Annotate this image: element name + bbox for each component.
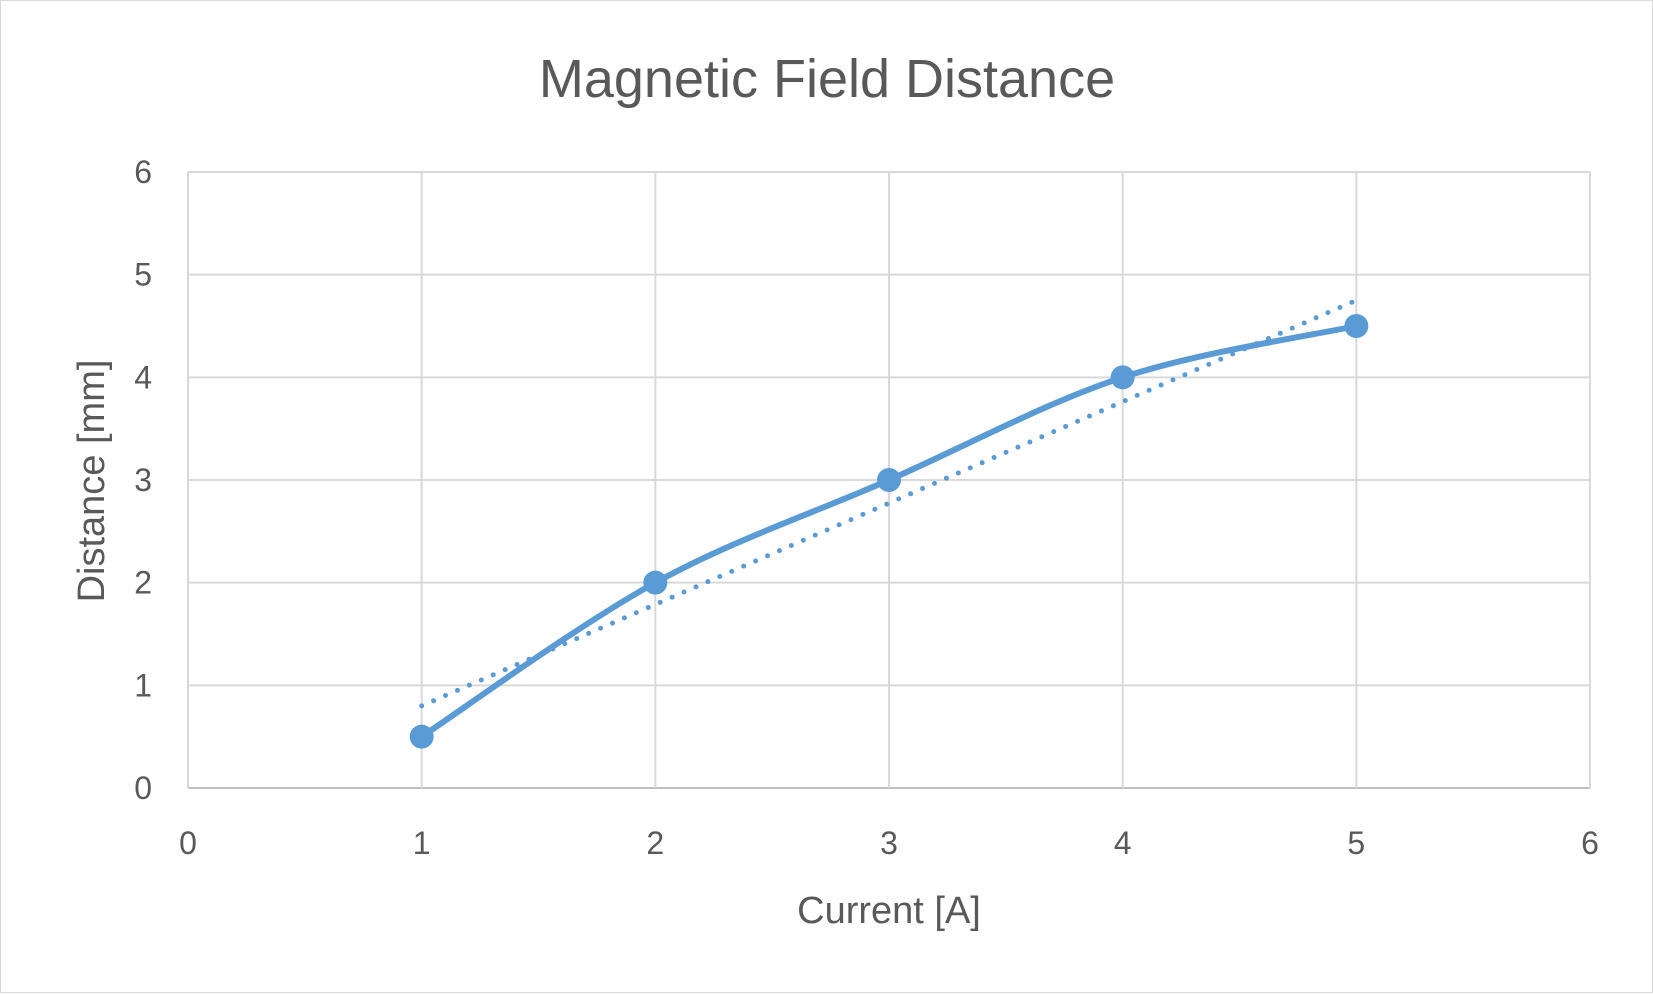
x-axis-ticks: 0 1 2 3 4 5 6	[179, 825, 1599, 861]
y-tick-label: 1	[134, 667, 152, 703]
grid	[187, 171, 1591, 789]
data-point	[409, 724, 434, 749]
series-group	[409, 314, 1369, 749]
y-tick-label: 6	[134, 154, 152, 190]
y-tick-label: 2	[134, 565, 152, 601]
trendline-group	[419, 297, 1359, 709]
y-axis-ticks: 0 1 2 3 4 5 6	[134, 154, 152, 806]
data-point	[1110, 365, 1135, 390]
x-tick-label: 5	[1347, 825, 1365, 861]
x-tick-label: 0	[179, 825, 197, 861]
x-tick-label: 3	[880, 825, 898, 861]
x-axis-label: Current [A]	[797, 890, 981, 932]
y-tick-label: 5	[134, 257, 152, 293]
data-point	[643, 570, 668, 595]
x-tick-label: 2	[646, 825, 664, 861]
x-tick-label: 4	[1114, 825, 1132, 861]
data-point	[1344, 314, 1369, 338]
y-tick-label: 0	[134, 770, 152, 806]
chart-title: Magnetic Field Distance	[539, 49, 1115, 109]
x-tick-label: 6	[1581, 825, 1599, 861]
y-tick-label: 4	[134, 359, 152, 395]
y-axis-label: Distance [mm]	[71, 360, 113, 603]
y-tick-label: 3	[134, 462, 152, 498]
x-tick-label: 1	[413, 825, 431, 861]
data-point	[877, 468, 901, 492]
trendline	[419, 297, 1359, 709]
